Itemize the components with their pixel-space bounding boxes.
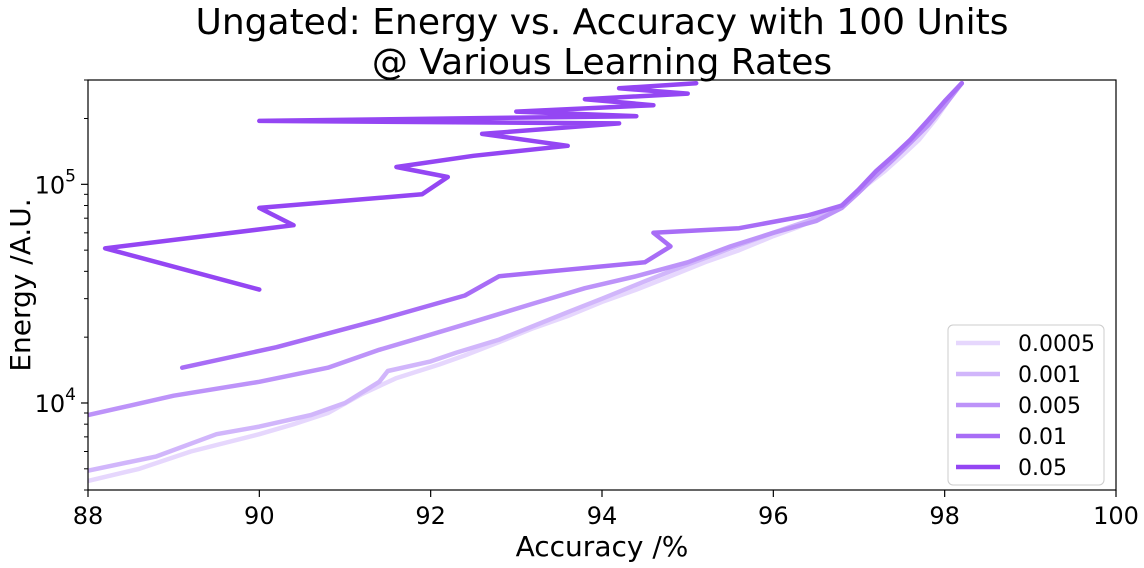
series-line-0-0005 xyxy=(88,80,965,484)
x-axis: 88 90 92 94 96 98 100 xyxy=(73,490,1139,530)
legend-label: 0.001 xyxy=(1018,363,1081,388)
legend-label: 0.0005 xyxy=(1018,332,1095,357)
chart-title-line2: @ Various Learning Rates xyxy=(372,42,832,83)
x-tick-label: 98 xyxy=(929,502,960,530)
series-line-0-01 xyxy=(179,80,965,370)
y-axis: 104 105 xyxy=(35,79,88,491)
legend-label: 0.05 xyxy=(1018,456,1067,481)
legend-box xyxy=(947,324,1105,486)
x-tick-label: 88 xyxy=(73,502,104,530)
series-line-0-005 xyxy=(88,80,965,418)
series-layer xyxy=(88,80,965,484)
x-tick-label: 90 xyxy=(244,502,275,530)
legend-label: 0.005 xyxy=(1018,394,1081,419)
x-tick-label: 94 xyxy=(587,502,618,530)
x-tick-label: 96 xyxy=(758,502,789,530)
legend: 0.0005 0.001 0.005 0.01 0.05 xyxy=(947,324,1105,486)
y-tick-label: 105 xyxy=(35,166,76,199)
x-tick-label: 100 xyxy=(1093,502,1139,530)
y-tick-label: 104 xyxy=(35,385,76,418)
y-axis-label: Energy /A.U. xyxy=(4,198,37,371)
legend-label: 0.01 xyxy=(1018,425,1067,450)
chart-title-line1: Ungated: Energy vs. Accuracy with 100 Un… xyxy=(195,2,1008,43)
x-axis-label: Accuracy /% xyxy=(516,530,689,563)
x-tick-label: 92 xyxy=(415,502,446,530)
series-line-0-05 xyxy=(102,80,699,292)
